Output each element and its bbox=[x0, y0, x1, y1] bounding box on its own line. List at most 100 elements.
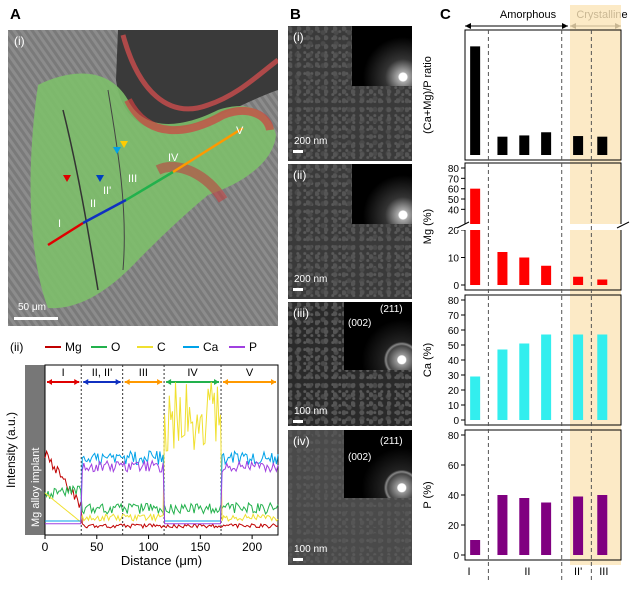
tem-image-iv: (iv) (002) (211) 100 nm bbox=[288, 430, 412, 565]
region-arrowhead bbox=[214, 379, 220, 385]
line-chart-frame bbox=[44, 364, 279, 536]
legend-label-p: P bbox=[249, 340, 258, 354]
legend-swatch-p bbox=[229, 346, 245, 348]
tem-scalebar-i bbox=[293, 150, 303, 153]
y-tick-label: 20 bbox=[448, 226, 460, 237]
region-label-III: III bbox=[128, 173, 138, 185]
bar-mg-3 bbox=[541, 265, 552, 285]
region-arrowhead bbox=[83, 379, 89, 385]
legend: Mg O C Ca P bbox=[45, 340, 285, 354]
x-tick-label: 150 bbox=[190, 540, 210, 554]
region-arrowhead bbox=[271, 379, 276, 385]
axis-break-mark bbox=[616, 221, 630, 229]
saed-pattern-iii bbox=[344, 302, 412, 370]
y-tick-label: 40 bbox=[448, 205, 460, 216]
panel-a-sub-i: (i) bbox=[14, 34, 25, 48]
region-arrowhead bbox=[223, 379, 229, 385]
bar-camgp-1 bbox=[497, 136, 508, 155]
region-text: V bbox=[246, 367, 254, 379]
tem-scale-ii: 200 nm bbox=[294, 274, 328, 285]
bar-ca-2 bbox=[519, 343, 530, 420]
tem-sub-i: (i) bbox=[293, 30, 304, 44]
tem-scale-iv: 100 nm bbox=[294, 544, 328, 555]
y-tick-label: 20 bbox=[448, 386, 460, 397]
region-arrowhead bbox=[157, 379, 163, 385]
bar-p-5 bbox=[597, 495, 608, 555]
y-tick-label: 40 bbox=[448, 356, 460, 367]
region-label-V: V bbox=[236, 125, 244, 137]
y-tick-label: 40 bbox=[448, 491, 460, 502]
region-arrowhead bbox=[166, 379, 172, 385]
bar-camgp-0 bbox=[470, 46, 481, 155]
legend-swatch-mg bbox=[45, 346, 61, 348]
bar-p-0 bbox=[470, 540, 481, 555]
bar-camgp-4 bbox=[573, 136, 584, 155]
line-scan-chart: Mg alloy implant I II, II' III IV V 0 50 100 150 2… bbox=[4, 364, 279, 568]
panel-a-scalebar bbox=[14, 317, 58, 320]
region-label-IIp: II' bbox=[103, 185, 112, 197]
marker-yellow bbox=[120, 141, 128, 148]
x-group-label: II bbox=[524, 566, 530, 578]
bar-camgp-2 bbox=[519, 135, 530, 155]
region-arrowhead bbox=[47, 379, 52, 385]
bar-y-label: Ca (%) bbox=[422, 343, 434, 377]
series-mg bbox=[44, 449, 279, 530]
region-arrowhead bbox=[74, 379, 80, 385]
tem-image-ii: (ii) 200 nm bbox=[288, 164, 412, 299]
y-tick-label: 0 bbox=[453, 416, 459, 427]
y-tick-label: 20 bbox=[448, 521, 460, 532]
x-tick-label: 200 bbox=[242, 540, 262, 554]
implant-label: Mg alloy implant bbox=[30, 448, 42, 527]
tem-image-iii: (iii) (002) (211) 100 nm bbox=[288, 302, 412, 426]
tem-scalebar-iv bbox=[293, 558, 303, 561]
region-text: II, II' bbox=[92, 367, 112, 379]
bar-mg-5 bbox=[597, 279, 608, 285]
legend-label-mg: Mg bbox=[65, 340, 82, 354]
axis-break-mark bbox=[456, 221, 470, 229]
legend-swatch-c bbox=[137, 346, 153, 348]
legend-label-c: C bbox=[157, 340, 166, 354]
panel-a-sub-ii: (ii) bbox=[10, 340, 24, 354]
panel-b-label: B bbox=[290, 6, 301, 23]
saed-pattern-ii bbox=[352, 164, 412, 224]
tem-scalebar-iii bbox=[293, 420, 303, 423]
bar-mg-2 bbox=[519, 257, 530, 285]
panel-a-label: A bbox=[10, 6, 21, 23]
tem-scale-i: 200 nm bbox=[294, 136, 328, 147]
region-text: III bbox=[139, 367, 148, 379]
tem-scalebar-ii bbox=[293, 288, 303, 291]
bar-ca-0 bbox=[470, 376, 481, 420]
bar-ca-4 bbox=[573, 334, 584, 420]
panel-c-label: C bbox=[440, 6, 451, 23]
arrowhead bbox=[562, 23, 568, 29]
legend-swatch-o bbox=[91, 346, 107, 348]
y-axis-label: Intensity (a.u.) bbox=[4, 412, 18, 488]
y-tick-label: 60 bbox=[448, 185, 460, 196]
implant-bar bbox=[25, 365, 45, 535]
region-label-I: I bbox=[58, 218, 62, 230]
marker-red bbox=[63, 175, 71, 182]
panel-a-i-image: (i) I II II' III IV V 50 μm bbox=[8, 30, 278, 326]
bar-p-1 bbox=[497, 495, 508, 555]
bar-mg-1 bbox=[497, 252, 508, 285]
bar-panel-frame bbox=[464, 29, 622, 161]
series-p bbox=[45, 459, 279, 525]
legend-label-o: O bbox=[111, 340, 121, 354]
axis-break bbox=[457, 224, 629, 230]
series-o bbox=[44, 484, 279, 516]
bar-y-label: Mg (%) bbox=[422, 209, 434, 244]
bar-p-4 bbox=[573, 496, 584, 555]
x-tick-label: 50 bbox=[90, 540, 104, 554]
series-ca bbox=[45, 449, 279, 522]
bar-camgp-3 bbox=[541, 132, 552, 155]
y-tick-label: 0 bbox=[453, 281, 459, 292]
bar-p-2 bbox=[519, 498, 530, 555]
legend-swatch-ca bbox=[183, 346, 199, 348]
region-text: I bbox=[62, 367, 65, 379]
x-group-label: II' bbox=[574, 566, 582, 578]
x-tick-label: 100 bbox=[139, 540, 159, 554]
ring-label-211-iii: (211) bbox=[380, 304, 403, 315]
y-tick-label: 70 bbox=[448, 311, 460, 322]
region-label-II: II bbox=[90, 198, 97, 210]
tem-image-i: (i) 200 nm bbox=[288, 26, 412, 161]
